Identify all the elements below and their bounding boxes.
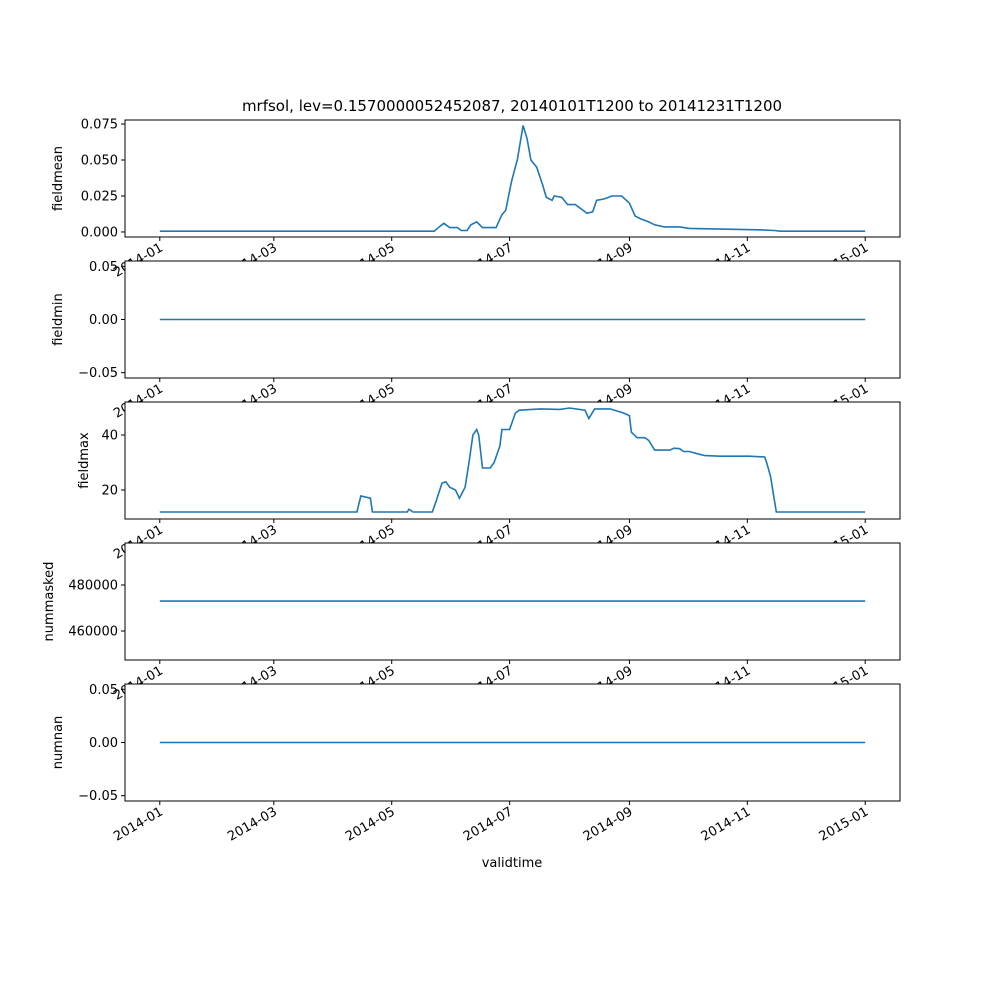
y-tick-label: 0.05 xyxy=(89,260,118,275)
y-tick-label: −0.05 xyxy=(78,789,118,804)
chart-title: mrfsol, lev=0.1570000052452087, 20140101… xyxy=(242,97,782,115)
y-axis-label: nummasked xyxy=(42,562,57,642)
y-tick-label: 20 xyxy=(101,483,118,498)
axes-frame xyxy=(124,542,901,661)
y-axis-label: fieldmin xyxy=(51,293,66,346)
y-tick-label: 0.075 xyxy=(81,118,118,133)
series-line-fieldmean xyxy=(159,125,866,232)
y-tick-label: 460000 xyxy=(68,624,118,639)
y-tick-label: 0.025 xyxy=(81,189,118,204)
series-line-fieldmax xyxy=(159,407,866,513)
y-axis-label: numnan xyxy=(51,716,66,770)
y-tick-label: −0.05 xyxy=(78,366,118,381)
y-tick-label: 0.000 xyxy=(81,225,118,240)
x-axis-label: validtime xyxy=(482,856,543,871)
axes-frame xyxy=(124,401,901,520)
y-tick-label: 480000 xyxy=(68,578,118,593)
y-axis-label: fieldmean xyxy=(51,146,66,211)
y-tick-label: 0.05 xyxy=(89,683,118,698)
y-tick-label: 0.00 xyxy=(89,313,118,328)
y-tick-label: 0.00 xyxy=(89,736,118,751)
y-tick-label: 40 xyxy=(101,428,118,443)
axes-frame xyxy=(124,119,901,238)
y-tick-label: 0.050 xyxy=(81,154,118,169)
y-axis-label: fieldmax xyxy=(77,432,92,489)
